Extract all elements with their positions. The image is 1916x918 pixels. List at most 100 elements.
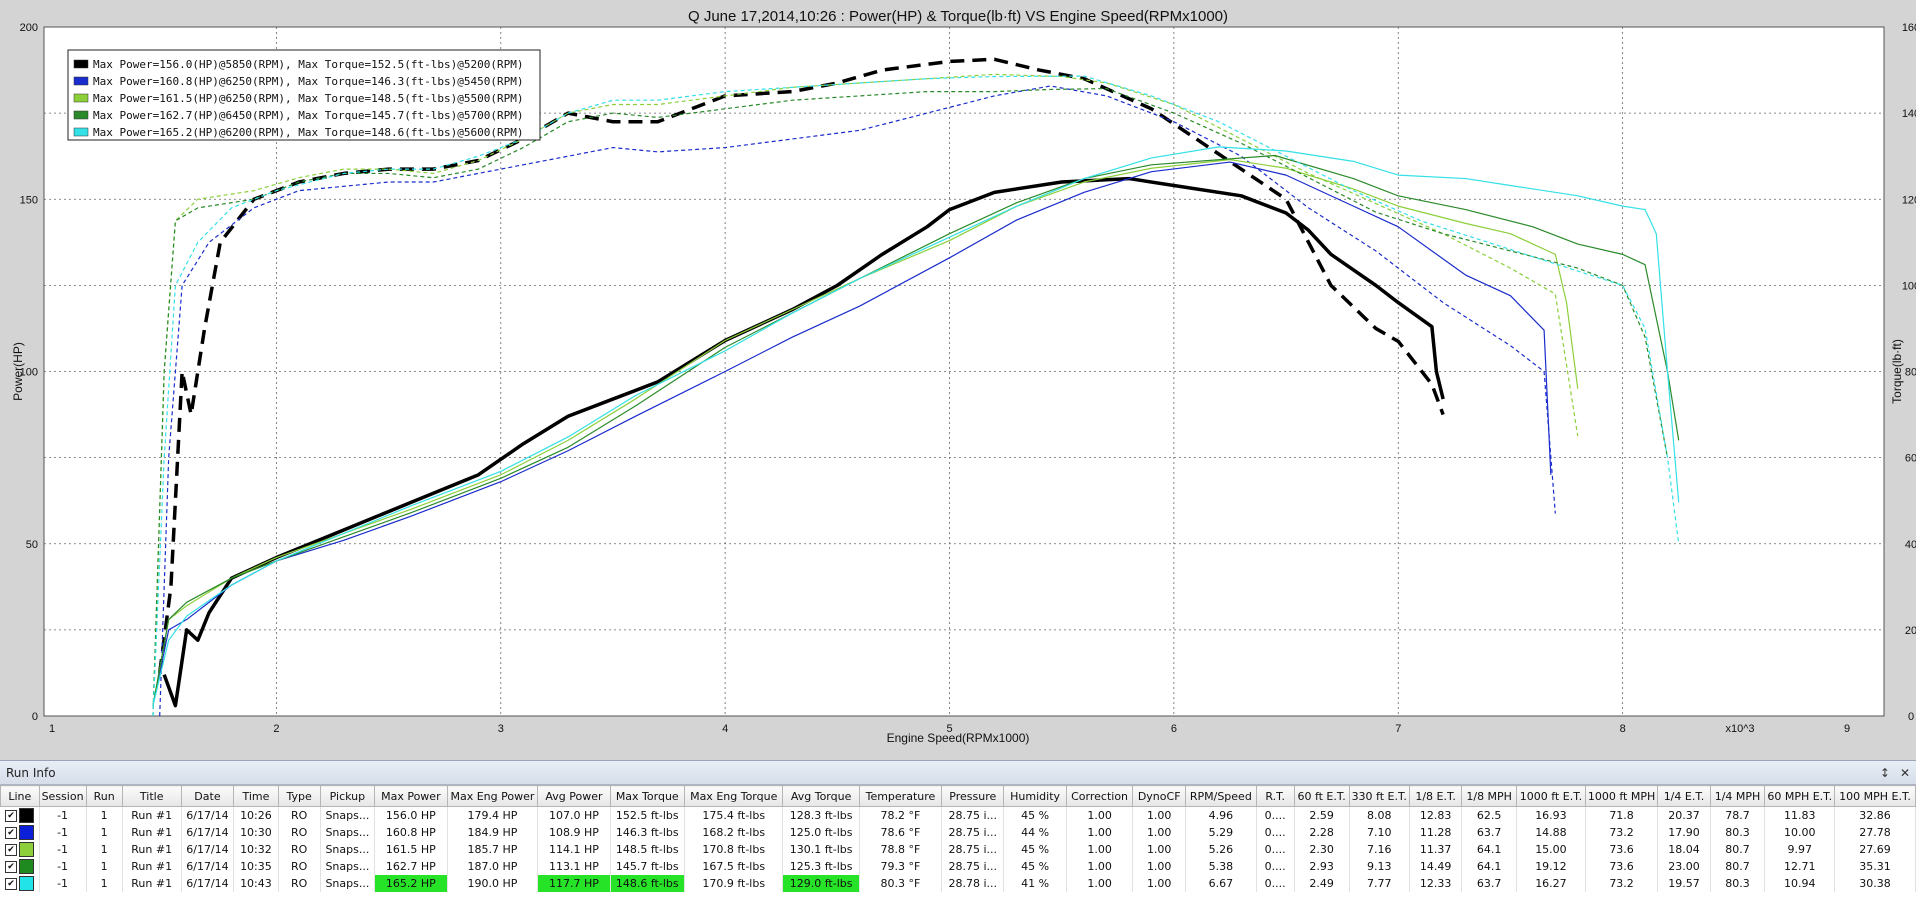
x-tick-label: 3 bbox=[498, 723, 504, 735]
table-cell: 19.12 bbox=[1516, 858, 1586, 875]
row-checkbox[interactable]: ✔ bbox=[5, 877, 18, 890]
column-header[interactable]: RPM/Speed bbox=[1184, 785, 1257, 807]
y2-tick-label: 140 bbox=[1902, 108, 1916, 120]
column-header[interactable]: 1/4 E.T. bbox=[1657, 785, 1711, 807]
power-line-series-4 bbox=[152, 154, 1680, 706]
panel-title: Run Info bbox=[6, 765, 56, 780]
column-header[interactable]: R.T. bbox=[1255, 785, 1295, 807]
table-cell: 16.27 bbox=[1516, 875, 1586, 892]
column-header[interactable]: Line bbox=[0, 785, 40, 807]
column-header[interactable]: Correction bbox=[1065, 785, 1134, 807]
x-axis-label: Engine Speed(RPMx1000) bbox=[887, 731, 1030, 745]
table-row[interactable]: ✔ -1 1 Run #1 6/17/14 10:35 RO Snaps... 162.7 HP… bbox=[0, 858, 1916, 875]
table-cell: 16.93 bbox=[1516, 806, 1586, 824]
table-cell: 107.0 HP bbox=[537, 806, 611, 824]
close-icon[interactable]: ✕ bbox=[1899, 765, 1910, 780]
table-cell: 5.38 bbox=[1185, 858, 1257, 875]
table-cell: 175.4 ft-lbs bbox=[684, 806, 784, 824]
table-cell: Snaps... bbox=[320, 875, 376, 892]
column-header[interactable]: 1/8 E.T. bbox=[1408, 785, 1463, 807]
table-cell: 80.3 °F bbox=[859, 875, 943, 892]
column-header[interactable]: Pressure bbox=[941, 785, 1005, 807]
table-cell: 108.9 HP bbox=[537, 824, 611, 841]
table-header-row: Line Session Run Title Date Time Type Pickup Max… bbox=[0, 785, 1916, 807]
pin-icon[interactable]: ↕ bbox=[1879, 765, 1890, 780]
x-tick-label: 6 bbox=[1171, 723, 1177, 735]
column-header[interactable]: Session bbox=[38, 785, 87, 807]
table-cell: 10:32 bbox=[233, 841, 279, 858]
table-cell: 73.2 bbox=[1585, 875, 1659, 892]
table-cell: 6.67 bbox=[1185, 875, 1257, 892]
column-header[interactable]: Max Torque bbox=[609, 785, 685, 807]
table-cell: 8.08 bbox=[1349, 806, 1410, 824]
row-checkbox[interactable]: ✔ bbox=[5, 843, 18, 856]
table-cell: 41 % bbox=[1003, 875, 1067, 892]
y-tick-label: 150 bbox=[20, 194, 38, 206]
line-cell[interactable]: ✔ bbox=[0, 824, 40, 841]
y2-tick-label: 40 bbox=[1905, 539, 1916, 551]
table-cell: 190.0 HP bbox=[447, 875, 539, 892]
line-cell[interactable]: ✔ bbox=[0, 875, 40, 892]
row-checkbox[interactable]: ✔ bbox=[5, 860, 18, 873]
column-header[interactable]: DynoCF bbox=[1132, 785, 1186, 807]
table-cell: 73.2 bbox=[1585, 824, 1659, 841]
column-header[interactable]: 1000 ft MPH bbox=[1584, 785, 1659, 807]
line-cell[interactable]: ✔ bbox=[0, 841, 40, 858]
y2-tick-label: 120 bbox=[1902, 194, 1916, 206]
table-row[interactable]: ✔ -1 1 Run #1 6/17/14 10:30 RO Snaps... 160.8 HP… bbox=[0, 824, 1916, 841]
table-cell: 11.28 bbox=[1409, 824, 1463, 841]
table-cell: 71.8 bbox=[1585, 806, 1659, 824]
table-cell: 18.04 bbox=[1657, 841, 1711, 858]
row-checkbox[interactable]: ✔ bbox=[5, 826, 18, 839]
table-cell: 5.29 bbox=[1185, 824, 1257, 841]
column-header[interactable]: Max Eng Power bbox=[446, 785, 539, 807]
legend-swatch bbox=[73, 93, 89, 103]
table-cell: 64.1 bbox=[1461, 841, 1517, 858]
column-header[interactable]: Run bbox=[85, 785, 123, 807]
row-checkbox[interactable]: ✔ bbox=[5, 809, 18, 822]
column-header[interactable]: Avg Torque bbox=[782, 785, 860, 807]
column-header[interactable]: 1000 ft E.T. bbox=[1516, 785, 1586, 807]
table-cell: 17.90 bbox=[1657, 824, 1711, 841]
table-cell: 6/17/14 bbox=[181, 875, 235, 892]
table-cell: 78.8 °F bbox=[859, 841, 943, 858]
column-header[interactable]: 330 ft E.T. bbox=[1348, 785, 1410, 807]
table-row[interactable]: ✔ -1 1 Run #1 6/17/14 10:26 RO Snaps... 156.0 HP… bbox=[0, 806, 1916, 824]
column-header[interactable]: Max Eng Torque bbox=[683, 785, 784, 807]
column-header[interactable]: Temperature bbox=[858, 785, 943, 807]
table-cell: 170.8 ft-lbs bbox=[684, 841, 784, 858]
column-header[interactable]: Title bbox=[121, 785, 182, 807]
column-header[interactable]: Pickup bbox=[319, 785, 376, 807]
column-header[interactable]: Type bbox=[277, 785, 321, 807]
column-header[interactable]: Humidity bbox=[1003, 785, 1067, 807]
table-cell: 4.96 bbox=[1185, 806, 1257, 824]
line-cell[interactable]: ✔ bbox=[0, 858, 40, 875]
table-cell: 14.88 bbox=[1516, 824, 1586, 841]
line-cell[interactable]: ✔ bbox=[0, 806, 40, 824]
column-header[interactable]: Date bbox=[180, 785, 235, 807]
column-header[interactable]: Avg Power bbox=[537, 785, 611, 807]
column-header[interactable]: Max Power bbox=[374, 785, 448, 807]
table-cell: 1.00 bbox=[1132, 875, 1186, 892]
legend-box bbox=[67, 49, 541, 141]
legend-entry: Max Power=160.8(HP)@6250(RPM), Max Torqu… bbox=[93, 75, 523, 88]
column-header[interactable]: 1/4 MPH bbox=[1709, 785, 1766, 807]
table-row[interactable]: ✔ -1 1 Run #1 6/17/14 10:43 RO Snaps... 165.2 HP… bbox=[0, 875, 1916, 892]
table-cell: 32.86 bbox=[1834, 806, 1916, 824]
chart-area: 1 2 3 4 5 6 7 8 9 0 20 40 60 80 100 120 140 160 0 50 100 150 2… bbox=[11, 8, 1916, 745]
table-row[interactable]: ✔ -1 1 Run #1 6/17/14 10:32 RO Snaps... 161.5 HP… bbox=[0, 841, 1916, 858]
table-cell: 187.0 HP bbox=[447, 858, 539, 875]
y-axis-label: Power(HP) bbox=[11, 342, 25, 401]
table-cell: -1 bbox=[39, 824, 87, 841]
table-cell: 78.6 °F bbox=[859, 824, 943, 841]
table-cell: 62.5 bbox=[1461, 806, 1517, 824]
line-color-swatch bbox=[19, 842, 35, 857]
column-header[interactable]: 60 MPH E.T. bbox=[1764, 785, 1836, 807]
column-header[interactable]: 1/8 MPH bbox=[1461, 785, 1517, 807]
table-cell: -1 bbox=[39, 858, 87, 875]
column-header[interactable]: Time bbox=[233, 785, 279, 807]
table-cell: 27.69 bbox=[1834, 841, 1916, 858]
x-tick-label: 9 bbox=[1844, 723, 1850, 735]
column-header[interactable]: 60 ft E.T. bbox=[1293, 785, 1350, 807]
column-header[interactable]: 100 MPH E.T. bbox=[1834, 785, 1916, 807]
